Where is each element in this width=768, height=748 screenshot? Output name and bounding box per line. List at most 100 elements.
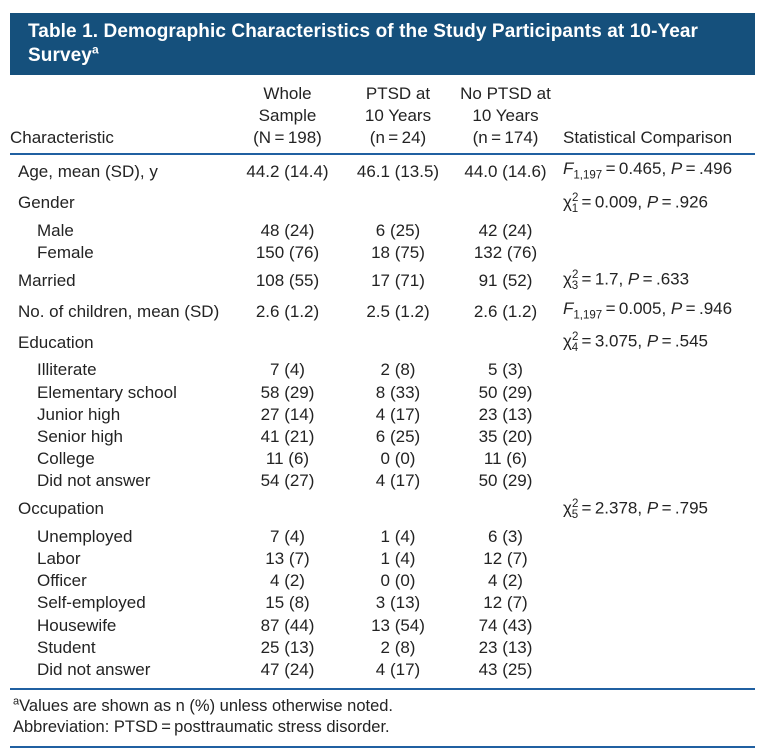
row-label: Did not answer — [37, 471, 151, 491]
no-ptsd-value: 50 (29) — [478, 471, 533, 491]
no-ptsd-value: 35 (20) — [478, 426, 533, 446]
ptsd-value: 8 (33) — [375, 382, 421, 402]
no-ptsd-value: 4 (2) — [488, 571, 523, 591]
ptsd-value — [343, 187, 453, 220]
row-label: Education — [18, 332, 94, 352]
no-ptsd-value: 11 (6) — [483, 449, 528, 469]
whole-sample-value — [232, 326, 343, 359]
header-whole-sample-line2: Sample — [258, 106, 317, 125]
table-row: Elementary school 58 (29) 8 (33) 50 (29) — [10, 382, 755, 404]
table-title-footnote-marker: a — [91, 42, 99, 57]
whole-sample-value: 2.6 (1.2) — [255, 301, 320, 321]
row-label: Illiterate — [37, 360, 97, 380]
no-ptsd-value: 6 (3) — [488, 526, 523, 546]
whole-sample-value: 150 (76) — [255, 243, 320, 263]
row-label: Self-employed — [37, 593, 146, 613]
footnote-values-text: Values are shown as n (%) unless otherwi… — [19, 697, 394, 716]
header-whole-sample-line3: (N = 198) — [253, 128, 322, 147]
table-row: Self-employed 15 (8) 3 (13) 12 (7) — [10, 592, 755, 614]
row-label: Did not answer — [37, 660, 151, 680]
footnote-abbreviation: Abbreviation: PTSD = posttraumatic stres… — [13, 717, 755, 738]
no-ptsd-value — [453, 326, 558, 359]
statistical-comparison-value — [558, 570, 755, 592]
ptsd-value: 2 (8) — [380, 637, 416, 657]
whole-sample-value: 58 (29) — [260, 382, 315, 402]
table-row: Senior high 41 (21) 6 (25) 35 (20) — [10, 426, 755, 448]
statistical-comparison-value — [558, 426, 755, 448]
whole-sample-value: 27 (14) — [260, 404, 315, 424]
ptsd-value: 4 (17) — [375, 404, 421, 424]
header-ptsd: PTSD at 10 Years (n = 24) — [343, 83, 453, 155]
table-title-line2: Survey — [28, 45, 92, 66]
footnote-abbreviation-text: Abbreviation: PTSD = posttraumatic stres… — [13, 718, 390, 737]
whole-sample-value: 48 (24) — [260, 220, 315, 240]
header-no-ptsd: No PTSD at 10 Years (n = 174) — [453, 83, 558, 155]
ptsd-value: 0 (0) — [380, 449, 416, 469]
table-row: Did not answer 54 (27) 4 (17) 50 (29) — [10, 470, 755, 492]
whole-sample-value: 41 (21) — [260, 426, 315, 446]
row-label: Female — [37, 243, 94, 263]
table-row: Gender χ21 = 0.009, P = .926 — [10, 187, 755, 220]
row-label: Gender — [18, 193, 75, 213]
ptsd-value — [343, 326, 453, 359]
statistical-comparison-value — [558, 659, 755, 681]
header-no-ptsd-line2: 10 Years — [472, 106, 539, 125]
ptsd-value: 13 (54) — [371, 615, 425, 635]
statistical-comparison-value — [558, 359, 755, 381]
whole-sample-value: 25 (13) — [260, 637, 315, 657]
no-ptsd-value: 5 (3) — [488, 360, 523, 380]
statistical-comparison-value — [558, 220, 755, 242]
whole-sample-value — [232, 493, 343, 526]
whole-sample-value: 54 (27) — [260, 471, 315, 491]
statistical-comparison-value — [558, 470, 755, 492]
table-body: Age, mean (SD), y 44.2 (14.4) 46.1 (13.5… — [10, 154, 755, 681]
table-title-line1: Table 1. Demographic Characteristics of … — [28, 21, 699, 42]
table-row: Student 25 (13) 2 (8) 23 (13) — [10, 637, 755, 659]
header-no-ptsd-line3: (n = 174) — [472, 128, 539, 147]
whole-sample-value: 87 (44) — [260, 615, 315, 635]
header-characteristic: Characteristic — [10, 83, 232, 155]
ptsd-value: 17 (71) — [371, 270, 425, 290]
no-ptsd-value: 42 (24) — [478, 220, 533, 240]
statistical-comparison-value: χ23 = 1.7, P = .633 — [563, 269, 690, 293]
ptsd-value: 18 (75) — [371, 243, 425, 263]
ptsd-value: 2.5 (1.2) — [366, 301, 430, 321]
ptsd-value: 1 (4) — [380, 526, 416, 546]
table-row: Junior high 27 (14) 4 (17) 23 (13) — [10, 404, 755, 426]
whole-sample-value — [232, 187, 343, 220]
header-ptsd-line1: PTSD at — [365, 84, 431, 103]
no-ptsd-value: 23 (13) — [478, 404, 533, 424]
whole-sample-value: 108 (55) — [255, 270, 320, 290]
whole-sample-value: 7 (4) — [270, 360, 305, 380]
statistical-comparison-value: χ24 = 3.075, P = .545 — [563, 331, 708, 355]
statistical-comparison-value: χ21 = 0.009, P = .926 — [563, 191, 708, 215]
row-label: Married — [18, 270, 76, 290]
statistical-comparison-value — [558, 615, 755, 637]
header-no-ptsd-line1: No PTSD at — [460, 84, 551, 103]
row-label: Officer — [37, 571, 87, 591]
row-label: Housewife — [37, 615, 117, 635]
footnote-marker: a — [13, 695, 20, 708]
table-figure: Table 1. Demographic Characteristics of … — [10, 13, 755, 748]
ptsd-value: 46.1 (13.5) — [356, 162, 440, 182]
whole-sample-value: 15 (8) — [265, 593, 310, 613]
whole-sample-value: 4 (2) — [270, 571, 305, 591]
table-row: Married 108 (55) 17 (71) 91 (52) χ23 = 1… — [10, 264, 755, 297]
ptsd-value: 6 (25) — [375, 426, 421, 446]
row-label: Junior high — [37, 404, 121, 424]
statistical-comparison-value: χ25 = 2.378, P = .795 — [563, 497, 708, 521]
no-ptsd-value: 43 (25) — [478, 660, 533, 680]
row-label: Labor — [37, 549, 81, 569]
table-row: Officer 4 (2) 0 (0) 4 (2) — [10, 570, 755, 592]
statistical-comparison-value — [558, 404, 755, 426]
table-row: No. of children, mean (SD) 2.6 (1.2) 2.5… — [10, 298, 755, 327]
table-row: Occupation χ25 = 2.378, P = .795 — [10, 493, 755, 526]
no-ptsd-value: 74 (43) — [478, 615, 533, 635]
table-row: Education χ24 = 3.075, P = .545 — [10, 326, 755, 359]
row-label: Occupation — [18, 499, 104, 519]
row-label: Male — [37, 220, 74, 240]
no-ptsd-value: 12 (7) — [483, 593, 528, 613]
table-row: Did not answer 47 (24) 4 (17) 43 (25) — [10, 659, 755, 681]
ptsd-value: 3 (13) — [375, 593, 421, 613]
ptsd-value: 0 (0) — [380, 571, 416, 591]
